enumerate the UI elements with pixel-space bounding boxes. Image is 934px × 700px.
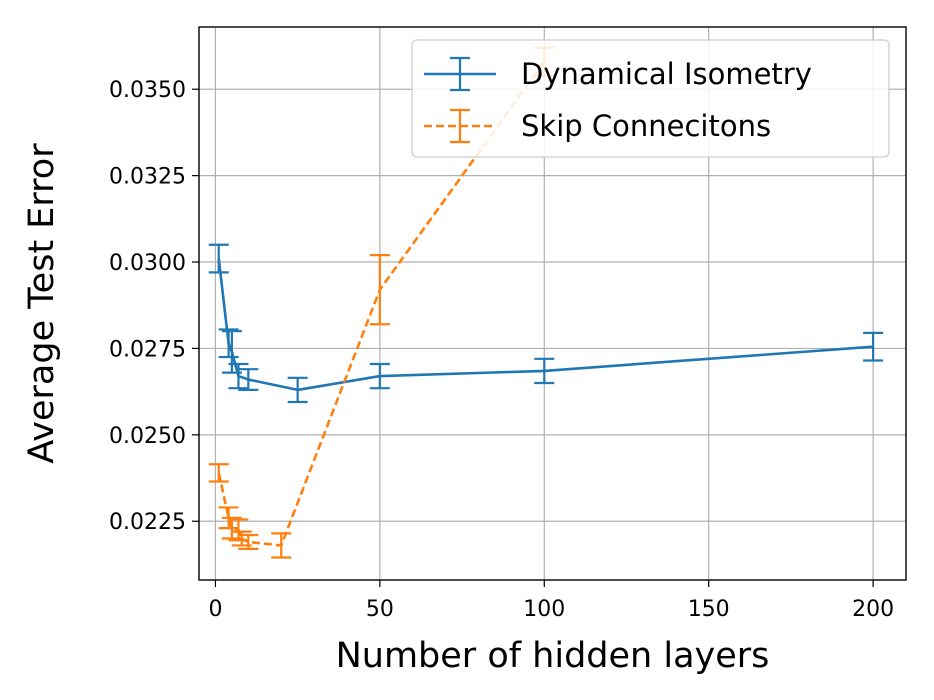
error-bar bbox=[287, 376, 308, 404]
plot-frame bbox=[198, 26, 907, 581]
y-axis-label: Average Test Error bbox=[22, 143, 62, 464]
error-bar bbox=[208, 243, 229, 274]
x-tick-label: 50 bbox=[366, 597, 394, 622]
x-axis-label: Number of hidden layers bbox=[336, 636, 770, 676]
error-bar bbox=[534, 357, 555, 385]
legend-entry: Dynamical Isometry bbox=[424, 56, 812, 92]
legend-entry: Skip Connecitons bbox=[424, 108, 771, 144]
ticks: 0 50 100 150 200 0.0225 0.0250 0.0275 0.0300 0.03… bbox=[109, 78, 894, 622]
error-bar bbox=[271, 532, 292, 559]
error-bar bbox=[208, 463, 229, 483]
error-bar bbox=[863, 331, 884, 362]
x-tick-label: 100 bbox=[523, 597, 565, 622]
error-bar bbox=[238, 533, 259, 550]
x-tick-label: 150 bbox=[688, 597, 730, 622]
y-tick-label: 0.0325 bbox=[109, 165, 186, 190]
error-bar bbox=[218, 328, 239, 359]
error-bar bbox=[369, 254, 390, 326]
y-tick-label: 0.0350 bbox=[109, 78, 186, 103]
error-bar bbox=[228, 518, 249, 542]
x-tick-label: 200 bbox=[852, 597, 894, 622]
y-tick-label: 0.0225 bbox=[109, 510, 186, 535]
series-layer bbox=[208, 46, 884, 559]
y-tick-label: 0.0300 bbox=[109, 251, 186, 276]
y-tick-label: 0.0275 bbox=[109, 337, 186, 362]
y-tick-label: 0.0250 bbox=[109, 424, 186, 449]
legend-label: Skip Connecitons bbox=[521, 109, 771, 143]
legend-box bbox=[411, 39, 890, 158]
error-bar bbox=[228, 362, 249, 390]
x-tick-label: 0 bbox=[208, 597, 222, 622]
error-bar bbox=[238, 368, 259, 392]
series-line bbox=[217, 258, 874, 392]
error-bar bbox=[369, 362, 390, 390]
legend-label: Dynamical Isometry bbox=[521, 57, 812, 91]
series-1 bbox=[208, 243, 884, 404]
legend: Dynamical Isometry Skip Connecitons bbox=[411, 39, 890, 158]
